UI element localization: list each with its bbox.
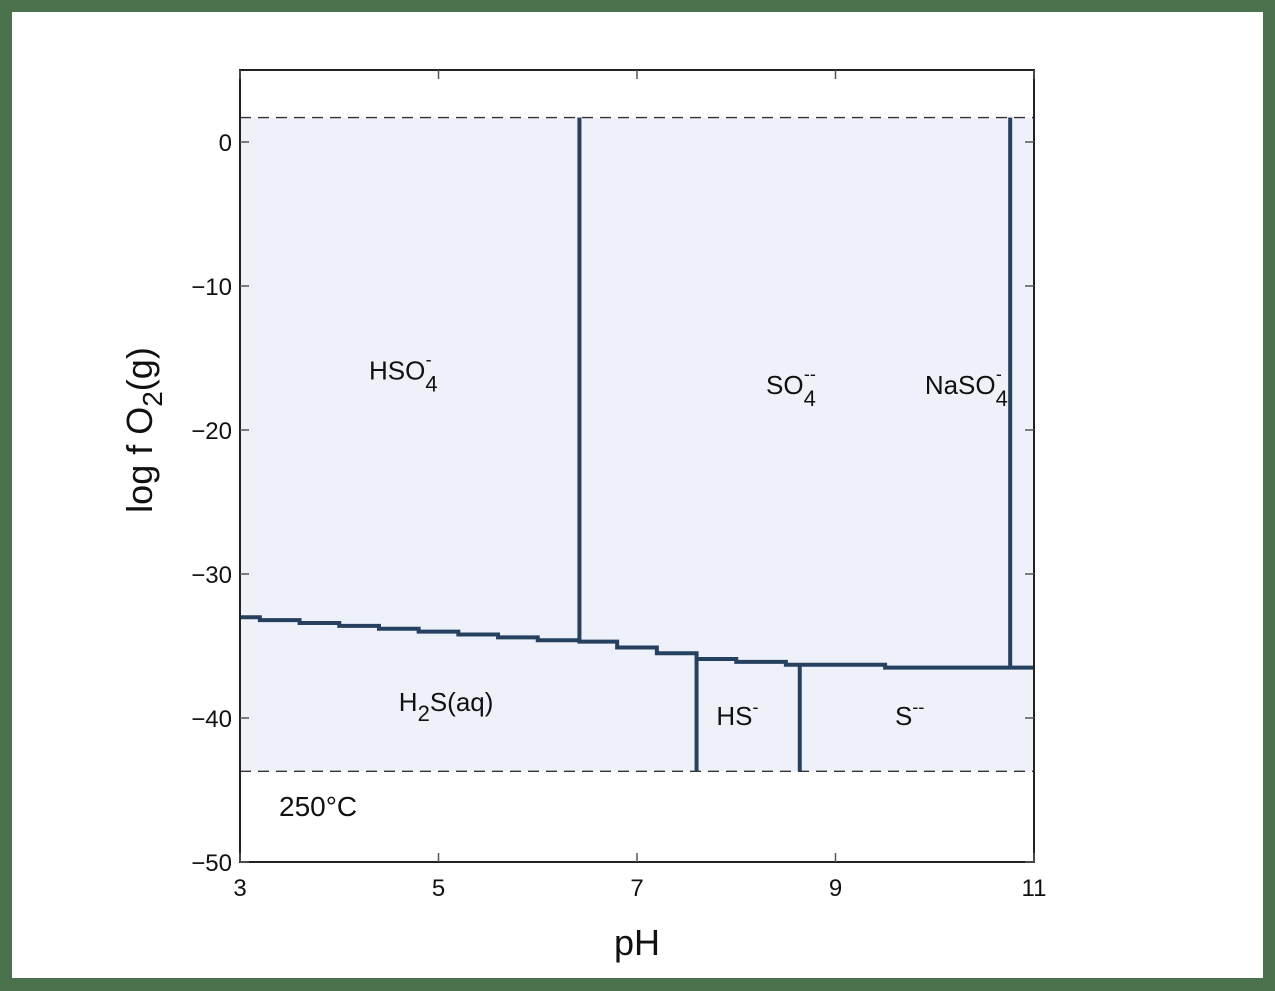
y-tick-label: −10: [191, 274, 232, 301]
chart-canvas: 3 5 7 9 11 0 −10 −20 −30 −40 −50 HSO4‑ SO4‑‑ NaSO4‑…: [12, 12, 1263, 978]
x-tick-label: 3: [233, 875, 246, 902]
y-axis-title-sub: 2: [137, 391, 168, 407]
x-axis-title: pH: [614, 922, 660, 963]
x-tick-label: 7: [630, 875, 643, 902]
boundary-sulfate-sulfide: [240, 615, 1034, 670]
x-tick-labels: 3 5 7 9 11: [233, 875, 1046, 902]
y-tick-label: −20: [191, 418, 232, 445]
y-tick-label: −40: [191, 706, 232, 733]
y-axis-title-suffix: (g): [119, 347, 160, 391]
y-tick-label: −30: [191, 562, 232, 589]
y-tick-labels: 0 −10 −20 −30 −40 −50: [191, 130, 232, 877]
y-axis-title-main: log f O: [119, 407, 160, 513]
x-tick-label: 9: [829, 875, 842, 902]
water-stability-fill: [240, 117, 1034, 772]
field-label-hso4: HSO4‑: [369, 350, 438, 397]
x-tick-label: 5: [432, 875, 445, 902]
y-tick-label: −50: [191, 850, 232, 877]
field-label-s: S‑‑: [895, 697, 924, 731]
field-boundaries: [240, 117, 1034, 772]
water-limit-lines: [240, 116, 1034, 772]
field-label-naso4: NaSO4‑: [925, 364, 1008, 411]
y-tick-label: 0: [219, 130, 232, 157]
axis-ticks: [239, 70, 1035, 863]
field-label-hs: HS‑: [716, 697, 758, 731]
x-tick-label: 11: [1022, 875, 1047, 902]
field-label-so4: SO4‑‑: [766, 364, 816, 411]
field-label-h2saq: H2S(aq): [399, 687, 494, 726]
field-labels: HSO4‑ SO4‑‑ NaSO4‑ H2S(aq) HS‑ S‑‑: [369, 350, 1008, 732]
eh-ph-diagram: 3 5 7 9 11 0 −10 −20 −30 −40 −50 HSO4‑ SO4‑‑ NaSO4‑…: [119, 69, 1046, 963]
temperature-annotation: 250°C: [279, 791, 357, 822]
y-axis-title: log f O2(g): [119, 347, 168, 513]
